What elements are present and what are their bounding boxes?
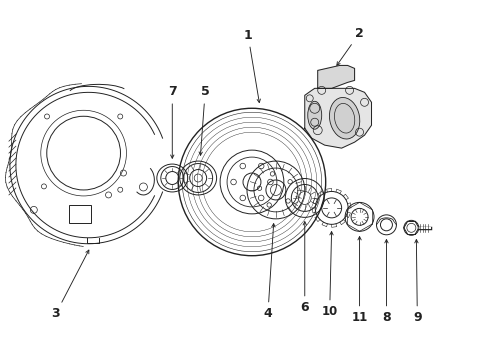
Bar bbox=[69, 205, 91, 223]
Text: 1: 1 bbox=[244, 28, 260, 103]
Text: 6: 6 bbox=[300, 222, 309, 315]
Text: 10: 10 bbox=[321, 231, 338, 319]
Polygon shape bbox=[305, 88, 371, 148]
Text: 8: 8 bbox=[382, 239, 391, 324]
Text: 3: 3 bbox=[51, 250, 89, 320]
Text: 11: 11 bbox=[351, 237, 368, 324]
Text: 4: 4 bbox=[264, 224, 275, 320]
Text: 5: 5 bbox=[199, 85, 210, 155]
Ellipse shape bbox=[308, 101, 322, 129]
Polygon shape bbox=[318, 66, 355, 88]
Text: 7: 7 bbox=[168, 85, 177, 158]
Ellipse shape bbox=[329, 98, 360, 139]
Text: 9: 9 bbox=[413, 239, 422, 324]
Text: 2: 2 bbox=[337, 27, 364, 65]
